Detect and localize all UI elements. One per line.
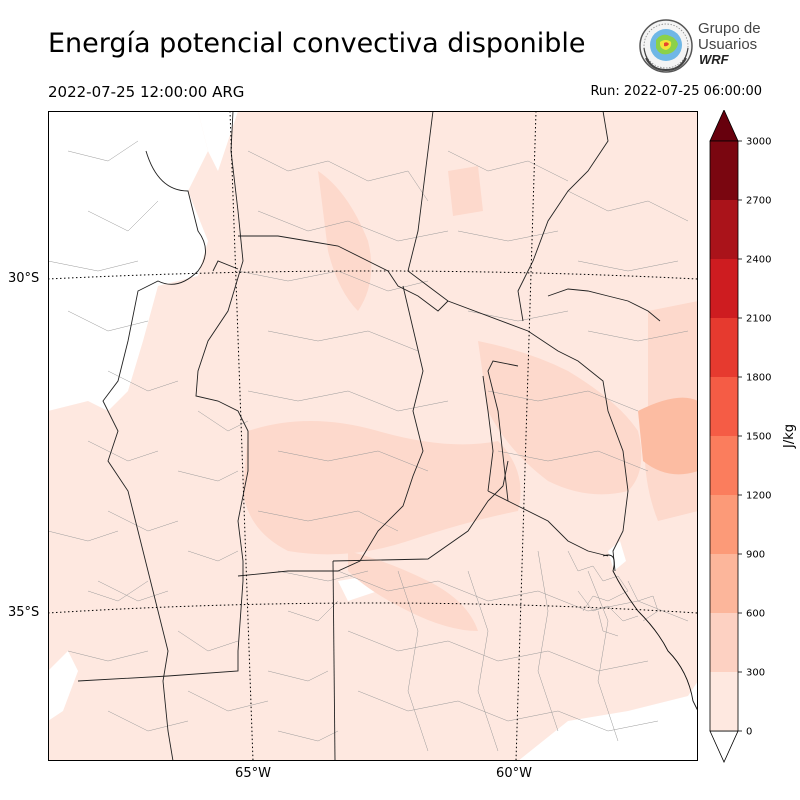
colorbar-tick-label: 0 xyxy=(746,727,752,738)
colorbar-bin xyxy=(710,495,738,554)
colorbar-tick-label: 900 xyxy=(746,550,765,561)
no-cape-area-west xyxy=(48,111,208,411)
colorbar-bin xyxy=(710,613,738,672)
colorbar-bin xyxy=(710,141,738,200)
cape-level-300-600-a xyxy=(243,421,521,555)
map-title: Energía potencial convectiva disponible xyxy=(48,28,586,59)
logo-text-line3: WRF xyxy=(699,52,729,67)
lon-label-65w: 65°W xyxy=(235,766,271,781)
coastline xyxy=(602,554,698,712)
no-cape-area-south xyxy=(48,651,78,721)
colorbar-bin xyxy=(710,554,738,613)
colorbar-tick-label: 2400 xyxy=(746,255,771,266)
no-cape-area-southeast xyxy=(518,681,698,761)
colorbar-tick-label: 300 xyxy=(746,668,765,679)
lat-label-35s: 35°S xyxy=(8,605,40,620)
colorbar-bin xyxy=(710,200,738,259)
colorbar-tick-label: 2700 xyxy=(746,196,771,207)
colorbar-bin xyxy=(710,377,738,436)
no-cape-area-northwest-2 xyxy=(198,111,238,171)
colorbar-tick-label: 1500 xyxy=(746,432,771,443)
colorbar-bin xyxy=(710,318,738,377)
valid-time: 2022-07-25 12:00:00 ARG xyxy=(48,83,245,101)
department-boundaries xyxy=(48,140,689,752)
logo-text-line2: Usuarios xyxy=(698,36,758,53)
cape-level-300-600-f xyxy=(348,551,478,631)
colorbar-extend-over xyxy=(709,110,739,142)
colorbar-bin xyxy=(710,672,738,731)
cape-level-300-600-d xyxy=(318,171,372,311)
wrf-globe-emblem-icon xyxy=(639,19,693,73)
lon-label-60w: 60°W xyxy=(496,766,532,781)
cape-map xyxy=(48,111,698,761)
colorbar-tick-label: 600 xyxy=(746,609,765,620)
logo-text-line1: Grupo de xyxy=(698,20,761,37)
province-boundaries xyxy=(77,111,661,761)
colorbar-extend-under xyxy=(709,730,739,763)
colorbar-unit-label: J/kg xyxy=(782,424,797,449)
lat-label-30s: 30°S xyxy=(8,271,40,286)
colorbar-tick-label: 1200 xyxy=(746,491,771,502)
colorbar-tick-label: 2100 xyxy=(746,314,771,325)
no-cape-area-east-gap xyxy=(608,541,626,571)
wrf-logo: Grupo de Usuarios WRF xyxy=(638,18,768,74)
colorbar-tick-label: 3000 xyxy=(746,137,771,148)
colorbar-bin xyxy=(710,259,738,318)
colorbar-bin xyxy=(710,436,738,495)
cape-level-600-900-b xyxy=(668,411,696,446)
map-frame xyxy=(48,111,698,761)
cape-level-300-600-e xyxy=(448,166,483,216)
cape-level-300-600-b xyxy=(478,341,642,495)
colorbar: 0 300 600 900 1200 1500 1800 2100 2400 2700 3000 J/… xyxy=(709,110,797,763)
graticule xyxy=(48,111,698,761)
colorbar-tick-label: 1800 xyxy=(746,373,771,384)
run-time: Run: 2022-07-25 06:00:00 xyxy=(590,84,762,99)
